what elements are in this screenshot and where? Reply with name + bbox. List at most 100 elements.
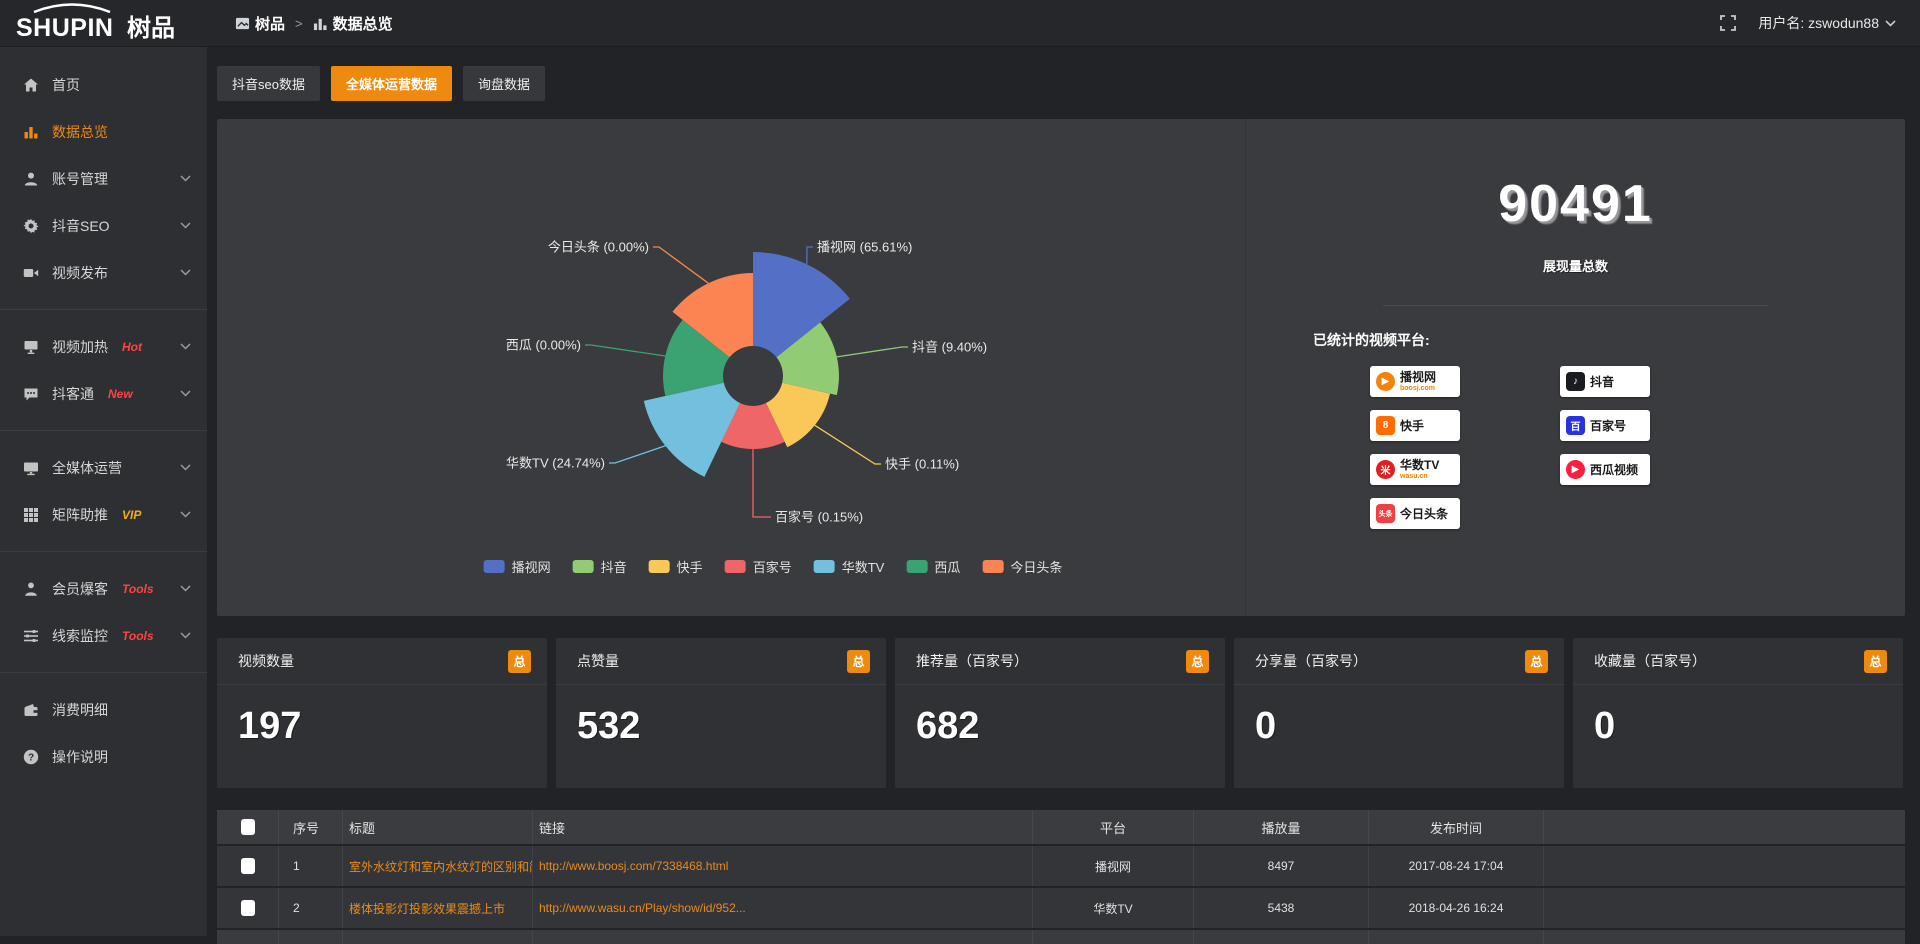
legend-item-华数TV[interactable]: 华数TV [814,557,885,576]
sidebar-item-tag: Tools [122,629,154,643]
cell-empty [1544,930,1905,944]
bar-chart-icon [22,124,39,140]
sidebar-item-wallet[interactable]: 消费明细 [0,686,207,733]
cell-empty [343,930,533,944]
sliders-icon [22,628,39,644]
divider [1383,305,1768,306]
sidebar-item-home[interactable]: 首页 [0,61,207,108]
breadcrumb-current[interactable]: 数据总览 [333,13,393,34]
cell-title[interactable]: 室外水纹灯和室内水纹灯的区别和简介 [349,858,533,875]
sidebar-item-tag: New [108,387,133,401]
platform-badge-name: 今日头条 [1400,508,1448,520]
stat-card-value: 682 [895,685,1225,748]
cell-num: 2 [293,901,300,915]
tab-询盘数据[interactable]: 询盘数据 [463,66,545,101]
sidebar-item-tag: Tools [122,582,154,596]
pie-label-抖音: 抖音 (9.40%) [912,340,987,355]
legend-item-百家号[interactable]: 百家号 [725,557,792,576]
pie-label-leader [609,446,665,463]
question-icon: ? [22,749,39,765]
sidebar-item-label: 全媒体运营 [52,458,122,478]
legend-item-抖音[interactable]: 抖音 [573,557,627,576]
chevron-down-icon [180,511,191,518]
cell-empty [279,930,343,944]
pie-label-leader [837,347,908,357]
pie-slice-华数TV[interactable] [644,383,740,477]
cell-link[interactable]: http://www.wasu.cn/Play/show/id/952... [539,901,746,915]
chevron-down-icon [180,343,191,350]
person-icon [22,581,39,597]
sidebar-item-video[interactable]: 视频发布 [0,249,207,296]
legend-swatch [573,560,594,573]
sidebar-divider [0,672,207,673]
cell-plays: 8497 [1268,859,1295,873]
table-header-链接: 链接 [533,810,1033,844]
pie-label-leader [585,345,665,356]
sidebar-item-question[interactable]: ?操作说明 [0,733,207,780]
sidebar-item-user[interactable]: 账号管理 [0,155,207,202]
tab-全媒体运营数据[interactable]: 全媒体运营数据 [331,66,452,101]
chevron-down-icon [180,585,191,592]
chart-panel: 播视网 (65.61%)抖音 (9.40%)快手 (0.11%)百家号 (0.1… [217,119,1905,616]
total-badge: 总 [847,650,870,673]
sidebar-divider [0,430,207,431]
sidebar-item-label: 数据总览 [52,122,108,142]
breadcrumb-separator: > [295,16,303,31]
total-impressions-label: 展现量总数 [1246,256,1905,275]
legend-item-今日头条[interactable]: 今日头条 [982,557,1062,576]
pie-label-leader [815,425,881,464]
sidebar-item-chat[interactable]: 抖客通 New [0,370,207,417]
legend-item-快手[interactable]: 快手 [649,557,703,576]
pie-label-leader [753,449,771,517]
breadcrumb-root[interactable]: 树品 [255,13,285,34]
sidebar-item-label: 矩阵助推 [52,505,108,525]
table-header-发布时间: 发布时间 [1369,810,1544,844]
chart-legend: 播视网 抖音 快手 百家号 华数TV 西瓜 今日头条 [473,557,1074,576]
user-menu[interactable]: 用户名: zswodun88 [1758,13,1896,33]
row-checkbox[interactable] [241,858,255,874]
photo-icon [235,16,250,31]
chevron-down-icon [180,175,191,182]
sidebar-divider [0,551,207,552]
rose-pie-chart: 播视网 (65.61%)抖音 (9.40%)快手 (0.11%)百家号 (0.1… [217,119,1245,616]
tab-bar: 抖音seo数据全媒体运营数据询盘数据 [217,66,1905,101]
toutiao-logo-icon: 头条 [1376,504,1395,523]
stat-card-value: 532 [556,685,886,748]
sidebar-item-label: 首页 [52,75,80,95]
table-header-empty [1544,810,1905,844]
platform-badge-name: 抖音 [1590,376,1614,388]
legend-item-播视网[interactable]: 播视网 [484,557,551,576]
fullscreen-icon[interactable] [1720,15,1736,31]
sidebar-item-monitor[interactable]: 全媒体运营 [0,444,207,491]
cell-link[interactable]: http://www.boosj.com/7338468.html [539,859,728,873]
platform-badge-name: 百家号 [1590,420,1626,432]
chevron-down-icon [180,390,191,397]
tab-抖音seo数据[interactable]: 抖音seo数据 [217,66,320,101]
sidebar-item-label: 抖客通 [52,384,94,404]
grid-icon [22,507,39,523]
legend-label: 今日头条 [1010,557,1062,576]
xigua-logo-icon: ▶ [1566,460,1585,479]
sidebar-item-bar-chart[interactable]: 数据总览 [0,108,207,155]
chevron-down-icon [180,222,191,229]
cell-platform: 播视网 [1095,858,1131,875]
sidebar-item-gear[interactable]: 抖音SEO [0,202,207,249]
cell-title[interactable]: 楼体投影灯投影效果震撼上市 [349,900,505,917]
cell-empty [1369,930,1544,944]
row-checkbox[interactable] [241,900,255,916]
table-header-序号: 序号 [279,810,343,844]
sidebar-item-label: 消费明细 [52,700,108,720]
chat-icon [22,386,39,402]
chevron-down-icon [1885,20,1896,27]
cell-empty [1194,930,1369,944]
legend-item-西瓜[interactable]: 西瓜 [906,557,960,576]
select-all-checkbox[interactable] [241,819,255,835]
